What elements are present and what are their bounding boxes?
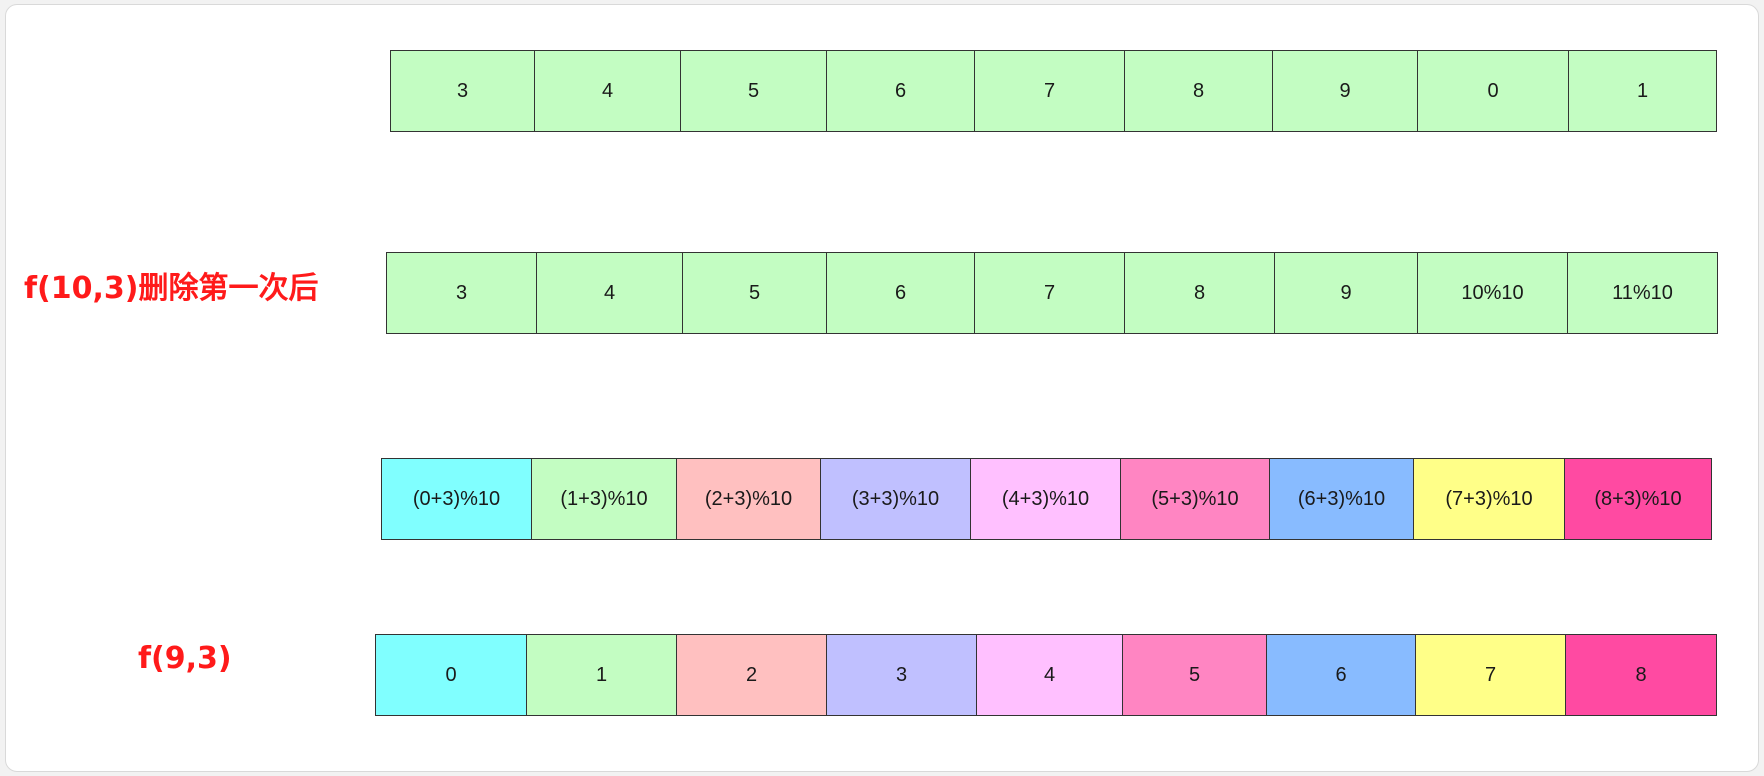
array-cell: (5+3)%10 <box>1120 458 1270 540</box>
array-cell: 6 <box>826 50 975 132</box>
cell-text: (6+3)%10 <box>1297 487 1386 510</box>
cell-text: 0 <box>445 663 457 686</box>
array-cell: 1 <box>526 634 677 716</box>
array-cell: 2 <box>676 634 827 716</box>
cell-text: 4 <box>1043 663 1056 686</box>
cell-text: (1+3)%10 <box>560 487 648 510</box>
array-cell: 9 <box>1274 252 1418 334</box>
cell-text: 5 <box>748 281 761 304</box>
array-cell: (7+3)%10 <box>1413 458 1565 540</box>
array-cell: 1 <box>1568 50 1717 132</box>
array-cell: (1+3)%10 <box>531 458 677 540</box>
array-cell: 4 <box>536 252 683 334</box>
array-row-mapping-formula: (0+3)%10 (1+3)%10 (2+3)%10 (3+3)%10 (4+3… <box>381 458 1712 540</box>
array-cell: 5 <box>680 50 827 132</box>
array-cell: 11%10 <box>1567 252 1718 334</box>
cell-text: 3 <box>895 663 908 686</box>
cell-text: 4 <box>603 281 616 304</box>
array-row-after-first-deletion: 3 4 5 6 7 8 9 10%10 11%10 <box>386 252 1718 334</box>
array-cell: 4 <box>976 634 1123 716</box>
cell-text: 8 <box>1193 281 1206 304</box>
array-cell: 8 <box>1124 252 1275 334</box>
array-cell: (6+3)%10 <box>1269 458 1414 540</box>
row-label-f9-3: f(9,3) <box>138 641 232 676</box>
array-cell: 8 <box>1565 634 1717 716</box>
cell-text: (7+3)%10 <box>1445 487 1533 510</box>
array-cell: 0 <box>1417 50 1569 132</box>
array-cell: 7 <box>974 50 1125 132</box>
array-cell: (2+3)%10 <box>676 458 821 540</box>
array-cell: (4+3)%10 <box>970 458 1121 540</box>
array-row-original: 3 4 5 6 7 8 9 0 1 <box>390 50 1717 132</box>
cell-text: 6 <box>1335 663 1347 686</box>
cell-text: (5+3)%10 <box>1151 487 1239 510</box>
cell-text: 7 <box>1484 663 1497 686</box>
cell-text: 2 <box>745 663 758 686</box>
diagram-canvas: 3 4 5 6 7 8 9 0 1 f(10,3)删除第一次后 3 4 5 6 … <box>5 4 1759 772</box>
array-cell: 9 <box>1272 50 1418 132</box>
array-cell: (3+3)%10 <box>820 458 971 540</box>
cell-text: (0+3)%10 <box>412 487 501 510</box>
cell-text: 11%10 <box>1612 281 1673 304</box>
cell-text: 8 <box>1635 663 1647 686</box>
cell-text: 3 <box>456 79 469 102</box>
array-cell: 7 <box>1415 634 1566 716</box>
cell-text: 5 <box>747 79 760 102</box>
array-cell: 5 <box>682 252 827 334</box>
array-cell: (0+3)%10 <box>381 458 532 540</box>
array-cell: 6 <box>826 252 975 334</box>
cell-text: 0 <box>1487 79 1499 102</box>
row-label-after-first-deletion: f(10,3)删除第一次后 <box>24 271 319 306</box>
cell-text: 9 <box>1339 79 1351 102</box>
array-cell: 4 <box>534 50 681 132</box>
array-cell: (8+3)%10 <box>1564 458 1712 540</box>
cell-text: 1 <box>595 663 608 686</box>
cell-text: 1 <box>1636 79 1649 102</box>
array-cell: 3 <box>386 252 537 334</box>
cell-text: 7 <box>1043 79 1056 102</box>
cell-text: 5 <box>1188 663 1201 686</box>
cell-text: 4 <box>601 79 614 102</box>
cell-text: (8+3)%10 <box>1594 487 1682 510</box>
cell-text: 6 <box>894 281 907 304</box>
array-cell: 5 <box>1122 634 1267 716</box>
cell-text: 6 <box>894 79 907 102</box>
array-cell: 7 <box>974 252 1125 334</box>
array-cell: 0 <box>375 634 527 716</box>
cell-text: (2+3)%10 <box>704 487 793 510</box>
cell-text: 9 <box>1340 281 1352 304</box>
array-row-f9-3: 0 1 2 3 4 5 6 7 8 <box>375 634 1717 716</box>
array-cell: 3 <box>390 50 535 132</box>
cell-text: 8 <box>1192 79 1205 102</box>
array-cell: 6 <box>1266 634 1416 716</box>
cell-text: (3+3)%10 <box>851 487 940 510</box>
cell-text: (4+3)%10 <box>1001 487 1090 510</box>
array-cell: 3 <box>826 634 977 716</box>
cell-text: 10%10 <box>1461 281 1524 304</box>
cell-text: 3 <box>455 281 468 304</box>
cell-text: 7 <box>1043 281 1056 304</box>
array-cell: 8 <box>1124 50 1273 132</box>
array-cell: 10%10 <box>1417 252 1568 334</box>
